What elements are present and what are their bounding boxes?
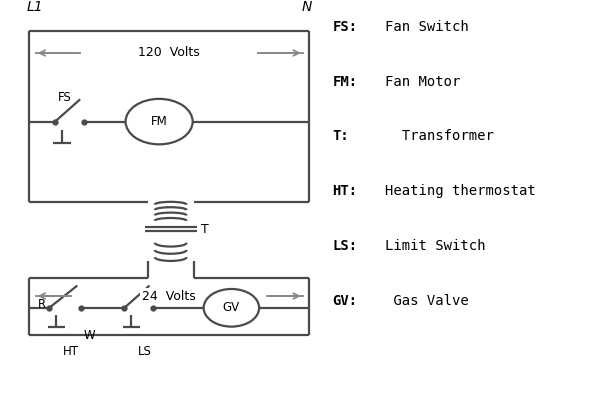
Text: FM:: FM: <box>333 74 358 88</box>
Text: R: R <box>38 298 47 311</box>
Text: Transformer: Transformer <box>385 130 493 144</box>
Text: 120  Volts: 120 Volts <box>139 46 200 60</box>
Text: T:: T: <box>333 130 349 144</box>
Text: Limit Switch: Limit Switch <box>385 239 485 253</box>
Text: Fan Switch: Fan Switch <box>385 20 468 34</box>
Text: 24  Volts: 24 Volts <box>142 290 196 302</box>
Text: W: W <box>84 329 96 342</box>
Text: LS:: LS: <box>333 239 358 253</box>
Text: Gas Valve: Gas Valve <box>385 294 468 308</box>
Text: HT: HT <box>63 345 79 358</box>
Text: GV:: GV: <box>333 294 358 308</box>
Text: T: T <box>201 222 208 236</box>
Text: LS: LS <box>137 345 152 358</box>
Text: Heating thermostat: Heating thermostat <box>385 184 535 198</box>
Text: FM: FM <box>151 115 168 128</box>
Text: N: N <box>302 0 312 14</box>
Text: L1: L1 <box>26 0 42 14</box>
Text: HT:: HT: <box>333 184 358 198</box>
Text: GV: GV <box>223 301 240 314</box>
Text: Fan Motor: Fan Motor <box>385 74 460 88</box>
Text: FS: FS <box>58 91 72 104</box>
Text: FS:: FS: <box>333 20 358 34</box>
